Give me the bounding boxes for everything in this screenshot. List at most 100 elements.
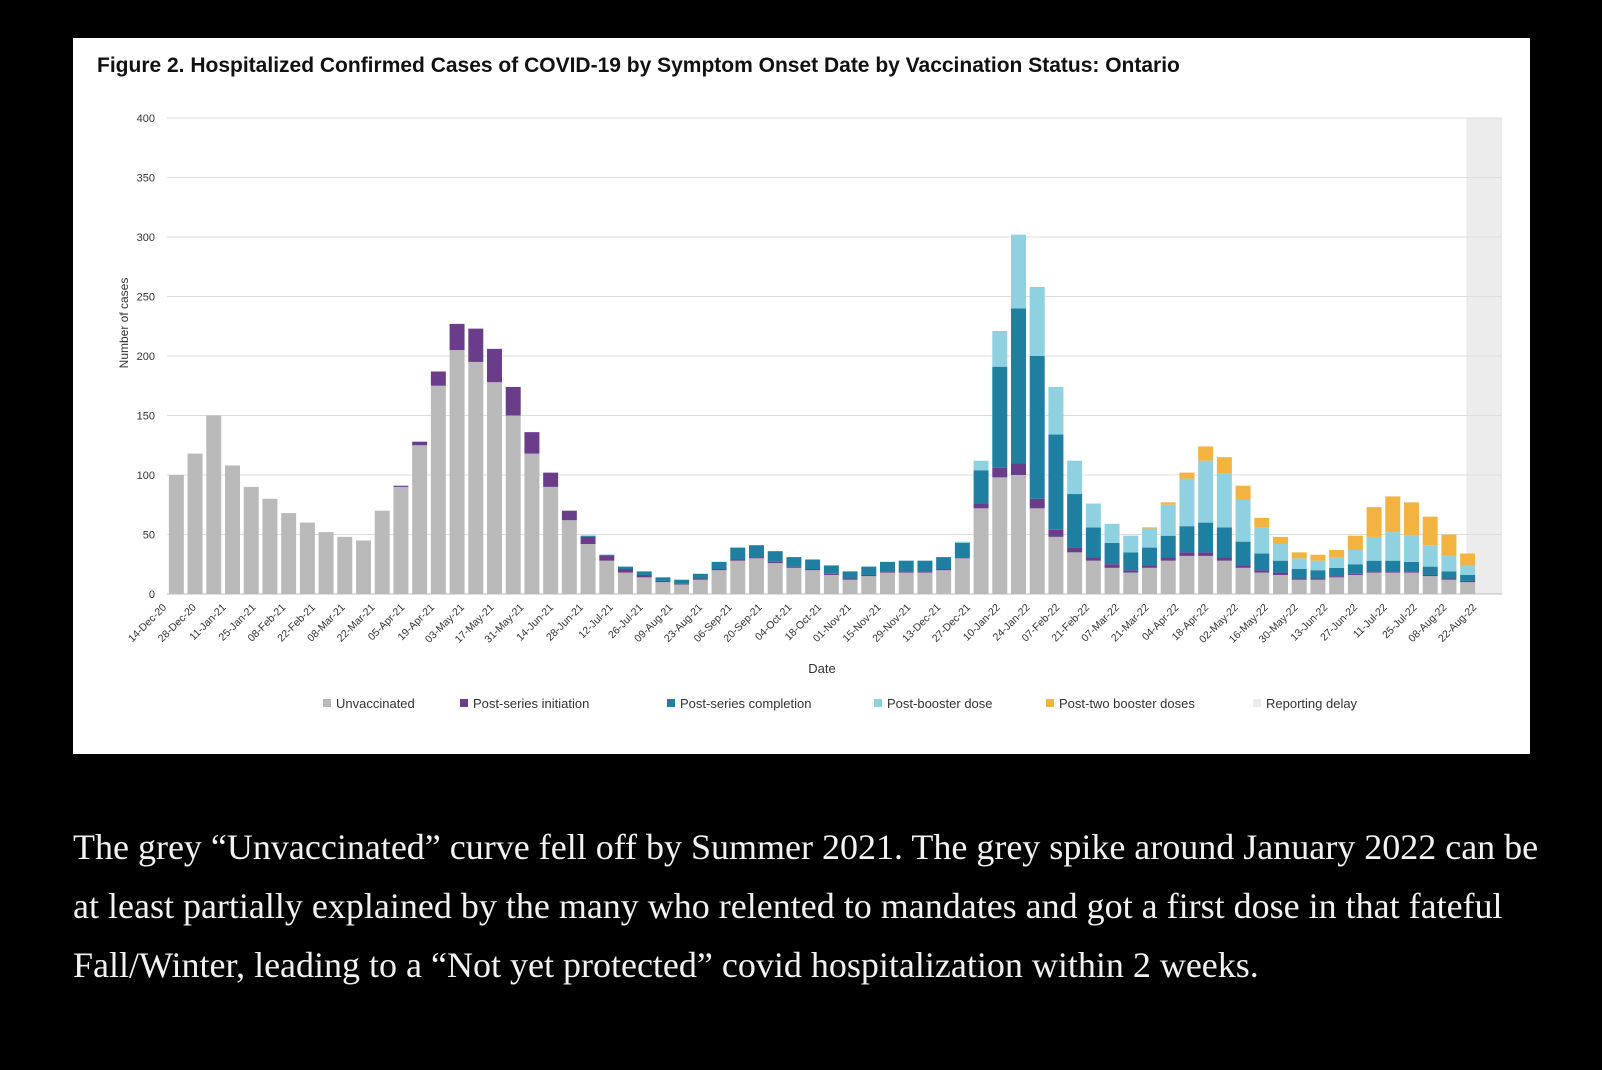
- bar-post-two-booster-doses: [1160, 502, 1176, 505]
- bar-post-series-completion: [786, 557, 802, 567]
- bar-unvaccinated: [1460, 582, 1476, 594]
- bar-post-two-booster-doses: [1422, 516, 1438, 546]
- caption-paragraph: The grey “Unvaccinated” curve fell off b…: [73, 827, 1539, 985]
- bar-unvaccinated: [898, 572, 914, 594]
- bar-unvaccinated: [225, 465, 240, 594]
- bar-post-booster-dose: [1273, 544, 1288, 561]
- bar-post-series-initiation: [730, 559, 746, 561]
- bar-post-series-completion: [880, 561, 895, 572]
- bar-unvaccinated: [1123, 572, 1139, 594]
- bar-post-series-completion: [1048, 434, 1064, 530]
- bar-unvaccinated: [767, 563, 783, 594]
- bar-unvaccinated: [1310, 579, 1326, 594]
- bar-unvaccinated: [674, 584, 690, 594]
- legend-label: Post-two booster doses: [1059, 696, 1195, 711]
- bar-post-series-completion: [954, 542, 970, 558]
- bar-unvaccinated: [842, 579, 858, 594]
- bar-unvaccinated: [730, 560, 746, 594]
- bar-post-series-completion: [823, 565, 839, 574]
- bar-post-series-initiation: [898, 571, 914, 573]
- bar-post-series-initiation: [973, 503, 989, 509]
- bar-post-series-completion: [1123, 552, 1139, 571]
- bar-post-series-initiation: [1011, 463, 1026, 475]
- bar-unvaccinated: [786, 567, 802, 594]
- bar-unvaccinated: [1235, 567, 1251, 594]
- bar-unvaccinated: [992, 477, 1008, 594]
- bar-post-series-initiation: [1067, 547, 1083, 553]
- bar-post-series-initiation: [786, 566, 802, 568]
- bar-post-series-completion: [730, 547, 746, 560]
- bar-post-booster-dose: [1460, 565, 1476, 575]
- bar-post-series-initiation: [692, 578, 708, 580]
- bar-unvaccinated: [1273, 574, 1288, 594]
- legend-label: Unvaccinated: [336, 696, 415, 711]
- bar-unvaccinated: [505, 415, 521, 594]
- bar-post-series-completion: [973, 470, 989, 504]
- figure-title: Figure 2. Hospitalized Confirmed Cases o…: [97, 54, 1180, 77]
- bar-unvaccinated: [1366, 572, 1382, 594]
- bar-post-series-completion: [1422, 566, 1438, 575]
- bar-unvaccinated: [262, 498, 278, 594]
- bar-post-series-completion: [1273, 560, 1288, 573]
- bar-post-two-booster-doses: [1329, 549, 1345, 558]
- bar-post-series-completion: [992, 366, 1008, 468]
- bar-post-series-initiation: [1460, 580, 1476, 583]
- bar-post-series-completion: [1160, 535, 1176, 558]
- bar-post-series-initiation: [412, 441, 428, 446]
- legend-label: Post-booster dose: [887, 696, 993, 711]
- bar-post-series-completion: [1235, 541, 1251, 566]
- bar-post-series-completion: [674, 579, 690, 584]
- bar-post-series-initiation: [636, 574, 652, 578]
- bar-unvaccinated: [243, 486, 259, 594]
- bar-post-series-initiation: [1422, 574, 1438, 577]
- bar-post-series-initiation: [1366, 571, 1382, 573]
- bar-post-series-completion: [1198, 522, 1214, 553]
- y-tick-label: 200: [137, 351, 155, 363]
- bar-post-booster-dose: [1254, 527, 1270, 554]
- bar-post-series-completion: [805, 559, 821, 570]
- bar-unvaccinated: [412, 445, 428, 594]
- bar-unvaccinated: [1179, 555, 1195, 594]
- bar-unvaccinated: [618, 572, 633, 594]
- bar-post-booster-dose: [1104, 523, 1120, 543]
- bar-post-series-completion: [1029, 356, 1045, 499]
- bar-post-series-initiation: [1235, 565, 1251, 568]
- bar-post-series-initiation: [1273, 572, 1288, 575]
- bar-unvaccinated: [1329, 577, 1345, 594]
- bar-post-booster-dose: [1291, 558, 1307, 570]
- bar-post-series-completion: [655, 577, 671, 581]
- y-tick-label: 50: [143, 530, 155, 542]
- bar-post-series-initiation: [580, 536, 596, 545]
- bar-post-two-booster-doses: [1385, 496, 1401, 533]
- bar-post-two-booster-doses: [1273, 536, 1288, 545]
- bar-post-series-initiation: [749, 557, 764, 559]
- legend-swatch: [1253, 699, 1261, 707]
- bar-unvaccinated: [805, 570, 821, 594]
- bar-post-series-initiation: [805, 569, 821, 571]
- bar-post-booster-dose: [1422, 545, 1438, 567]
- bar-post-two-booster-doses: [1142, 527, 1157, 529]
- bar-unvaccinated: [1404, 572, 1419, 594]
- bar-post-series-initiation: [1029, 498, 1045, 509]
- bar-post-series-initiation: [449, 323, 465, 351]
- bar-post-two-booster-doses: [1460, 553, 1476, 566]
- bar-post-two-booster-doses: [1216, 457, 1232, 474]
- bar-post-series-completion: [580, 535, 596, 537]
- bar-post-two-booster-doses: [1198, 446, 1214, 461]
- legend-label: Reporting delay: [1266, 696, 1358, 711]
- bar-post-series-initiation: [861, 574, 877, 577]
- y-axis-label: Number of cases: [117, 278, 131, 369]
- bar-unvaccinated: [1011, 475, 1026, 594]
- bar-unvaccinated: [954, 558, 970, 594]
- bar-post-booster-dose: [1029, 286, 1045, 356]
- bar-post-series-initiation: [561, 510, 577, 521]
- bar-post-series-completion: [1460, 574, 1476, 581]
- bar-unvaccinated: [1085, 560, 1101, 594]
- bar-post-series-completion: [1329, 567, 1345, 577]
- bar-post-series-initiation: [842, 578, 858, 580]
- bar-post-booster-dose: [1011, 234, 1026, 309]
- bar-post-series-initiation: [487, 348, 502, 383]
- bar-unvaccinated: [1291, 579, 1307, 594]
- bar-post-booster-dose: [1067, 460, 1083, 495]
